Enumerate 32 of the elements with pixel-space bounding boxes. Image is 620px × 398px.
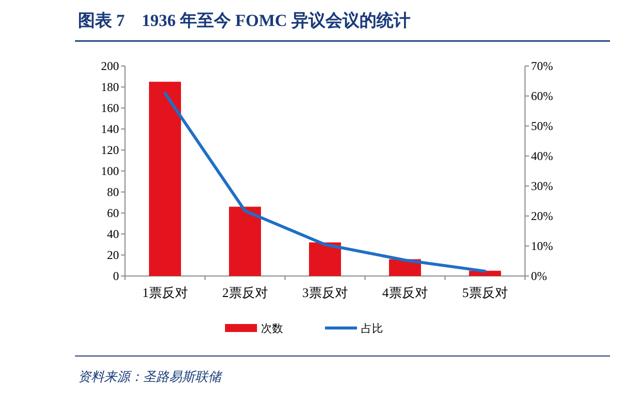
- legend-label: 次数: [261, 323, 283, 335]
- y-tick-label: 180: [101, 80, 119, 94]
- y-tick-label: 200: [101, 59, 119, 73]
- y-tick-label: 80: [107, 185, 119, 199]
- y2-tick-label: 40%: [531, 149, 553, 163]
- bar: [309, 242, 341, 276]
- bar: [149, 82, 181, 276]
- y-tick-label: 40: [107, 227, 119, 241]
- line-series: [164, 92, 486, 273]
- y2-tick-label: 60%: [531, 89, 553, 103]
- y2-tick-label: 30%: [531, 179, 553, 193]
- y2-tick-label: 20%: [531, 209, 553, 223]
- x-tick-label: 5票反对: [462, 285, 508, 300]
- y2-tick-label: 50%: [531, 119, 553, 133]
- y-tick-label: 100: [101, 164, 119, 178]
- bar: [229, 206, 261, 276]
- chart-title: 图表 7 1936 年至今 FOMC 异议会议的统计: [78, 11, 410, 30]
- y-tick-label: 60: [107, 206, 119, 220]
- x-tick-label: 2票反对: [222, 285, 268, 300]
- y2-tick-label: 0%: [531, 269, 547, 283]
- x-tick-label: 4票反对: [382, 285, 428, 300]
- text: 资料来源：圣路易斯联储: [78, 369, 223, 384]
- y-tick-label: 20: [107, 248, 119, 262]
- y-tick-label: 0: [113, 269, 119, 283]
- legend-label: 占比: [361, 322, 383, 335]
- y2-tick-label: 70%: [531, 59, 553, 73]
- y2-tick-label: 10%: [531, 239, 553, 253]
- x-tick-label: 1票反对: [142, 285, 188, 300]
- y-tick-label: 140: [101, 122, 119, 136]
- y-tick-label: 120: [101, 143, 119, 157]
- y-tick-label: 160: [101, 101, 119, 115]
- x-tick-label: 3票反对: [302, 285, 348, 300]
